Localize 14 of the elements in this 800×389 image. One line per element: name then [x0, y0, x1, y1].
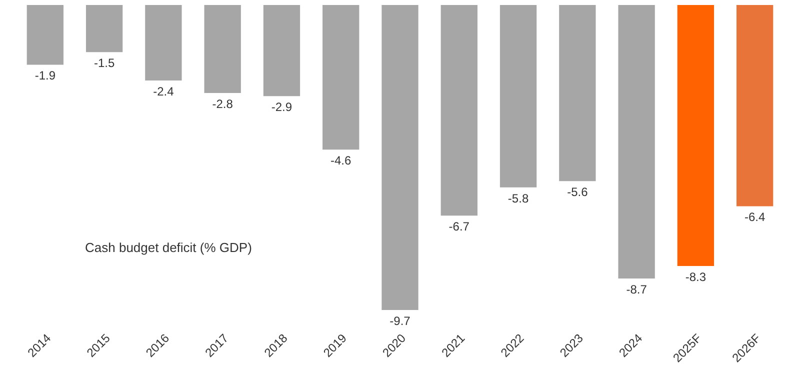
- data-label: -5.6: [567, 185, 588, 200]
- data-label: -1.5: [94, 56, 115, 70]
- data-label: -4.6: [330, 154, 352, 168]
- data-label: -1.9: [34, 68, 56, 83]
- data-label: -6.4: [744, 210, 766, 224]
- data-label: -8.3: [685, 270, 706, 284]
- data-label: -6.7: [448, 220, 470, 234]
- data-label: -2.8: [212, 97, 234, 112]
- data-label: -2.4: [153, 84, 174, 98]
- annotation: Cash budget deficit (% GDP): [85, 240, 252, 255]
- data-label: -5.8: [508, 191, 529, 206]
- data-label: -8.7: [626, 282, 648, 297]
- data-label: -9.7: [390, 314, 411, 328]
- data-label: -2.9: [271, 100, 292, 114]
